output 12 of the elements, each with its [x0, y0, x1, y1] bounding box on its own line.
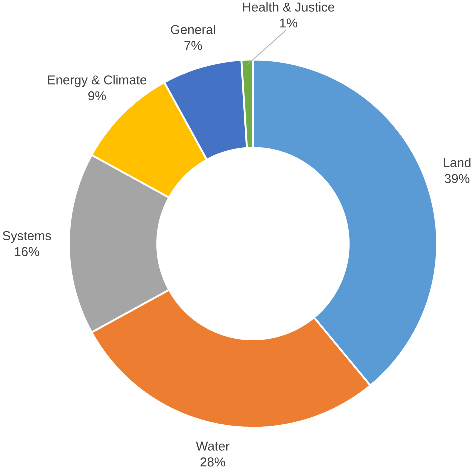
data-label: 28%	[200, 458, 226, 467]
slice-label: Land	[444, 158, 471, 168]
data-label: 9%	[88, 91, 106, 101]
slice-label: Health & Justice	[243, 2, 334, 12]
slice-label: Systems	[3, 231, 52, 243]
data-label: 1%	[280, 18, 298, 28]
slice-label: Water	[196, 442, 230, 451]
data-label: 7%	[184, 41, 202, 50]
data-label: 39%	[444, 174, 470, 184]
data-label: 16%	[15, 247, 40, 256]
slice-label: Energy & Climate	[48, 75, 147, 88]
slice-label: General	[171, 24, 216, 34]
